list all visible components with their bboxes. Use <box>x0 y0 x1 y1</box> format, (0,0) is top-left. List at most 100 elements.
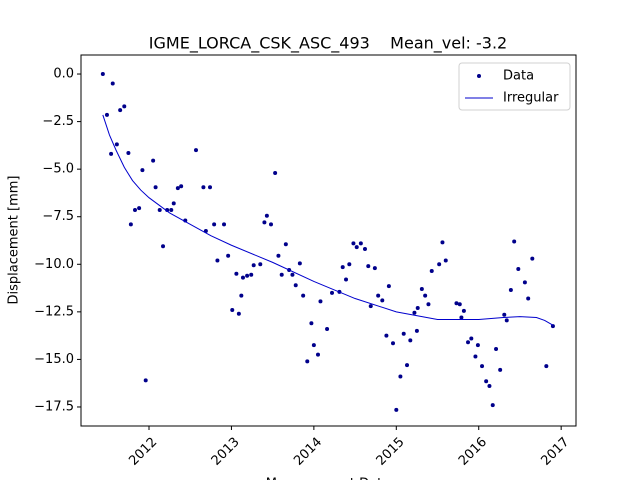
data-point <box>132 208 137 213</box>
data-point <box>494 346 499 351</box>
data-point <box>414 328 419 333</box>
data-point <box>391 341 396 346</box>
data-point <box>384 333 389 338</box>
data-point <box>179 184 184 189</box>
data-point <box>114 142 119 147</box>
data-point <box>226 253 231 258</box>
data-point <box>443 258 448 263</box>
plot-frame <box>80 54 577 427</box>
data-point <box>279 272 284 277</box>
data-point <box>376 293 381 298</box>
data-point <box>161 244 166 249</box>
y-tick-label: −17.5 <box>34 399 74 414</box>
data-point <box>269 222 274 227</box>
legend-marker <box>477 74 481 78</box>
data-point <box>340 265 345 270</box>
data-point <box>305 359 310 364</box>
data-point <box>508 287 513 292</box>
y-tick-label: 0.0 <box>53 67 74 82</box>
legend-label: Irregular <box>503 91 559 106</box>
data-point <box>236 311 241 316</box>
data-point <box>419 287 424 292</box>
y-tick-label: −2.5 <box>42 114 74 129</box>
y-tick-label: −10.0 <box>34 257 74 272</box>
data-point <box>169 208 174 213</box>
data-point <box>522 280 527 285</box>
data-point <box>401 331 406 336</box>
data-point <box>516 267 521 272</box>
data-point <box>368 304 373 309</box>
data-point <box>480 364 485 369</box>
y-tick-label: −12.5 <box>34 304 74 319</box>
data-point <box>325 326 330 331</box>
data-point <box>249 272 254 277</box>
data-point <box>140 168 145 173</box>
data-point <box>230 307 235 312</box>
data-point <box>358 241 363 246</box>
data-point <box>461 308 466 313</box>
data-point <box>423 293 428 298</box>
data-point <box>251 263 256 268</box>
data-point <box>502 312 507 317</box>
data-point <box>498 367 503 372</box>
data-point <box>258 262 263 267</box>
data-point <box>222 222 227 227</box>
data-point <box>234 271 239 276</box>
data-point <box>512 239 517 244</box>
data-point <box>175 186 180 191</box>
data-point <box>315 352 320 357</box>
data-point <box>122 104 127 109</box>
data-point <box>137 206 142 211</box>
data-point <box>264 213 269 218</box>
data-point <box>504 318 509 323</box>
data-point <box>372 266 377 271</box>
data-point <box>544 364 549 369</box>
data-point <box>193 148 198 153</box>
y-axis-label: Displacement [mm] <box>7 176 22 305</box>
data-point <box>151 158 156 163</box>
data-point <box>386 284 391 289</box>
data-point <box>437 262 442 267</box>
data-point <box>344 277 349 282</box>
data-point <box>262 220 267 225</box>
data-point <box>311 343 316 348</box>
data-point <box>426 302 431 307</box>
data-point <box>109 151 114 156</box>
data-point <box>490 403 495 408</box>
data-point <box>330 290 335 295</box>
data-point <box>398 374 403 379</box>
data-point <box>128 222 133 227</box>
data-point <box>143 378 148 383</box>
data-point <box>293 283 298 288</box>
data-point <box>429 268 434 273</box>
data-point <box>100 72 105 77</box>
data-point <box>394 407 399 412</box>
data-point <box>309 321 314 326</box>
data-point <box>110 81 115 86</box>
data-point <box>208 185 213 190</box>
data-point <box>380 298 385 303</box>
data-point <box>171 201 176 206</box>
data-point <box>354 245 359 250</box>
data-point <box>153 185 158 190</box>
data-point <box>473 354 478 359</box>
chart-title: IGME_LORCA_CSK_ASC_493 Mean_vel: -3.2 <box>149 34 507 54</box>
trend-line <box>102 114 554 326</box>
data-point <box>239 293 244 298</box>
legend-label: Data <box>503 69 534 84</box>
y-tick-label: −7.5 <box>42 209 74 224</box>
data-point <box>469 336 474 341</box>
data-point <box>283 242 288 247</box>
data-point <box>408 338 413 343</box>
data-point <box>240 275 245 280</box>
data-point <box>440 240 445 245</box>
data-point <box>165 208 170 213</box>
data-point <box>526 296 531 301</box>
data-point <box>366 264 371 269</box>
data-point <box>475 343 480 348</box>
data-point <box>454 301 459 306</box>
data-point <box>530 256 535 261</box>
data-point <box>362 247 367 252</box>
data-point <box>118 108 123 113</box>
